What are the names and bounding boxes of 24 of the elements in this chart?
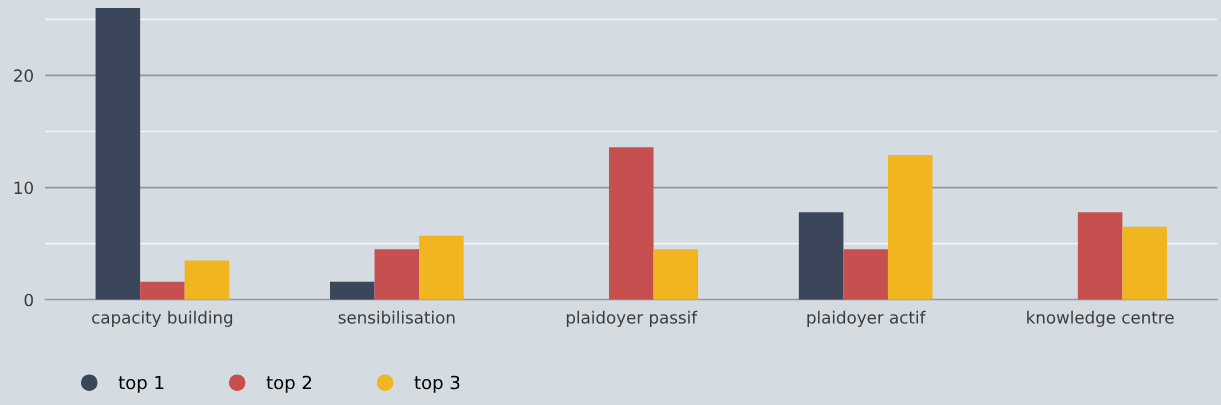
bar: [419, 235, 464, 300]
bar: [798, 212, 844, 300]
legend-label: top 2: [266, 375, 312, 393]
bar: [330, 281, 375, 300]
bar: [608, 147, 654, 300]
bar: [887, 155, 933, 300]
bar: [1077, 212, 1123, 300]
y-tick-label: 0: [24, 293, 33, 307]
bar: [95, 8, 141, 300]
bar: [843, 249, 888, 300]
bar: [653, 249, 699, 300]
bar: [1122, 226, 1167, 300]
x-tick-label: plaidoyer passif: [566, 310, 698, 327]
legend-label: top 3: [414, 375, 460, 393]
bar: [184, 260, 230, 300]
x-tick-label: sensibilisation: [338, 310, 455, 324]
legend-label: top 1: [118, 375, 164, 393]
y-tick-label: 10: [14, 181, 33, 195]
bar: [374, 249, 420, 300]
y-tick-label: 20: [14, 69, 33, 82]
x-tick-label: capacity building: [92, 310, 233, 327]
bar: [140, 281, 185, 300]
x-tick-label: plaidoyer actif: [807, 310, 926, 327]
x-tick-label: knowledge centre: [1027, 310, 1174, 327]
